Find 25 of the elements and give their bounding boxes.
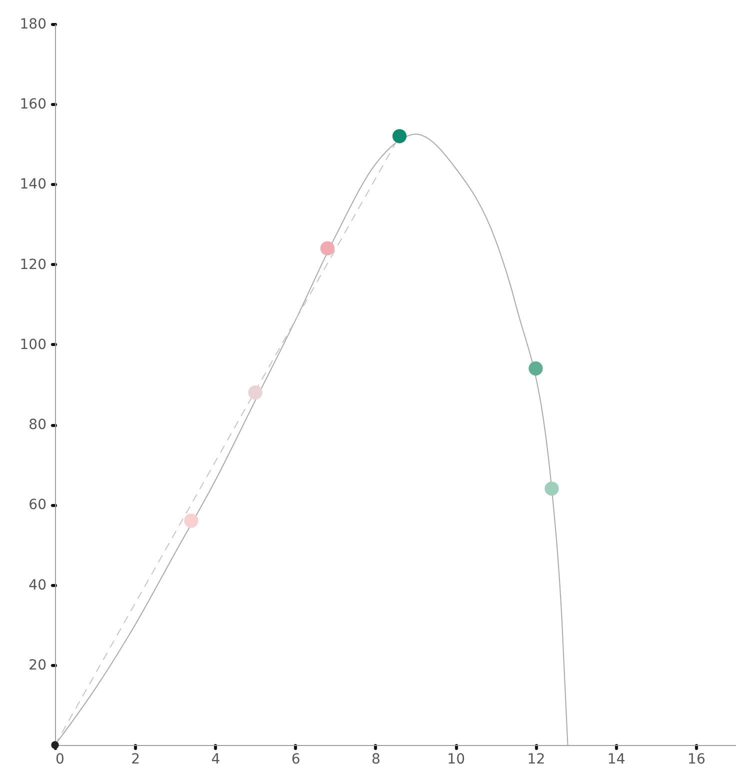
y-tick-label: 180: [20, 16, 46, 32]
point: [248, 385, 262, 400]
y-tick-label: 20: [28, 657, 46, 674]
point: [51, 741, 59, 749]
point: [320, 241, 334, 256]
x-tick-label: 12: [527, 752, 546, 768]
x-tick-label: 10: [447, 752, 465, 768]
point: [528, 361, 543, 376]
x-tick-label: 6: [291, 752, 300, 768]
point: [392, 129, 407, 144]
y-tick-label: 40: [28, 577, 46, 594]
point: [544, 482, 559, 496]
x-tick-label: 4: [211, 752, 220, 768]
y-tick-label: 80: [28, 417, 46, 434]
x-tick-label: 14: [607, 752, 626, 768]
y-tick-label: 60: [28, 497, 46, 514]
y-tick-label: 120: [20, 256, 46, 273]
y-tick-label: 100: [20, 336, 46, 353]
x-tick-label: 16: [688, 752, 706, 768]
x-tick-label: 8: [372, 752, 380, 768]
x-tick-label: 2: [131, 752, 140, 768]
y-tick-label: 140: [20, 176, 46, 193]
y-tick-label: 160: [20, 96, 46, 113]
point: [184, 514, 198, 528]
x-tick-label: 0: [56, 752, 64, 768]
